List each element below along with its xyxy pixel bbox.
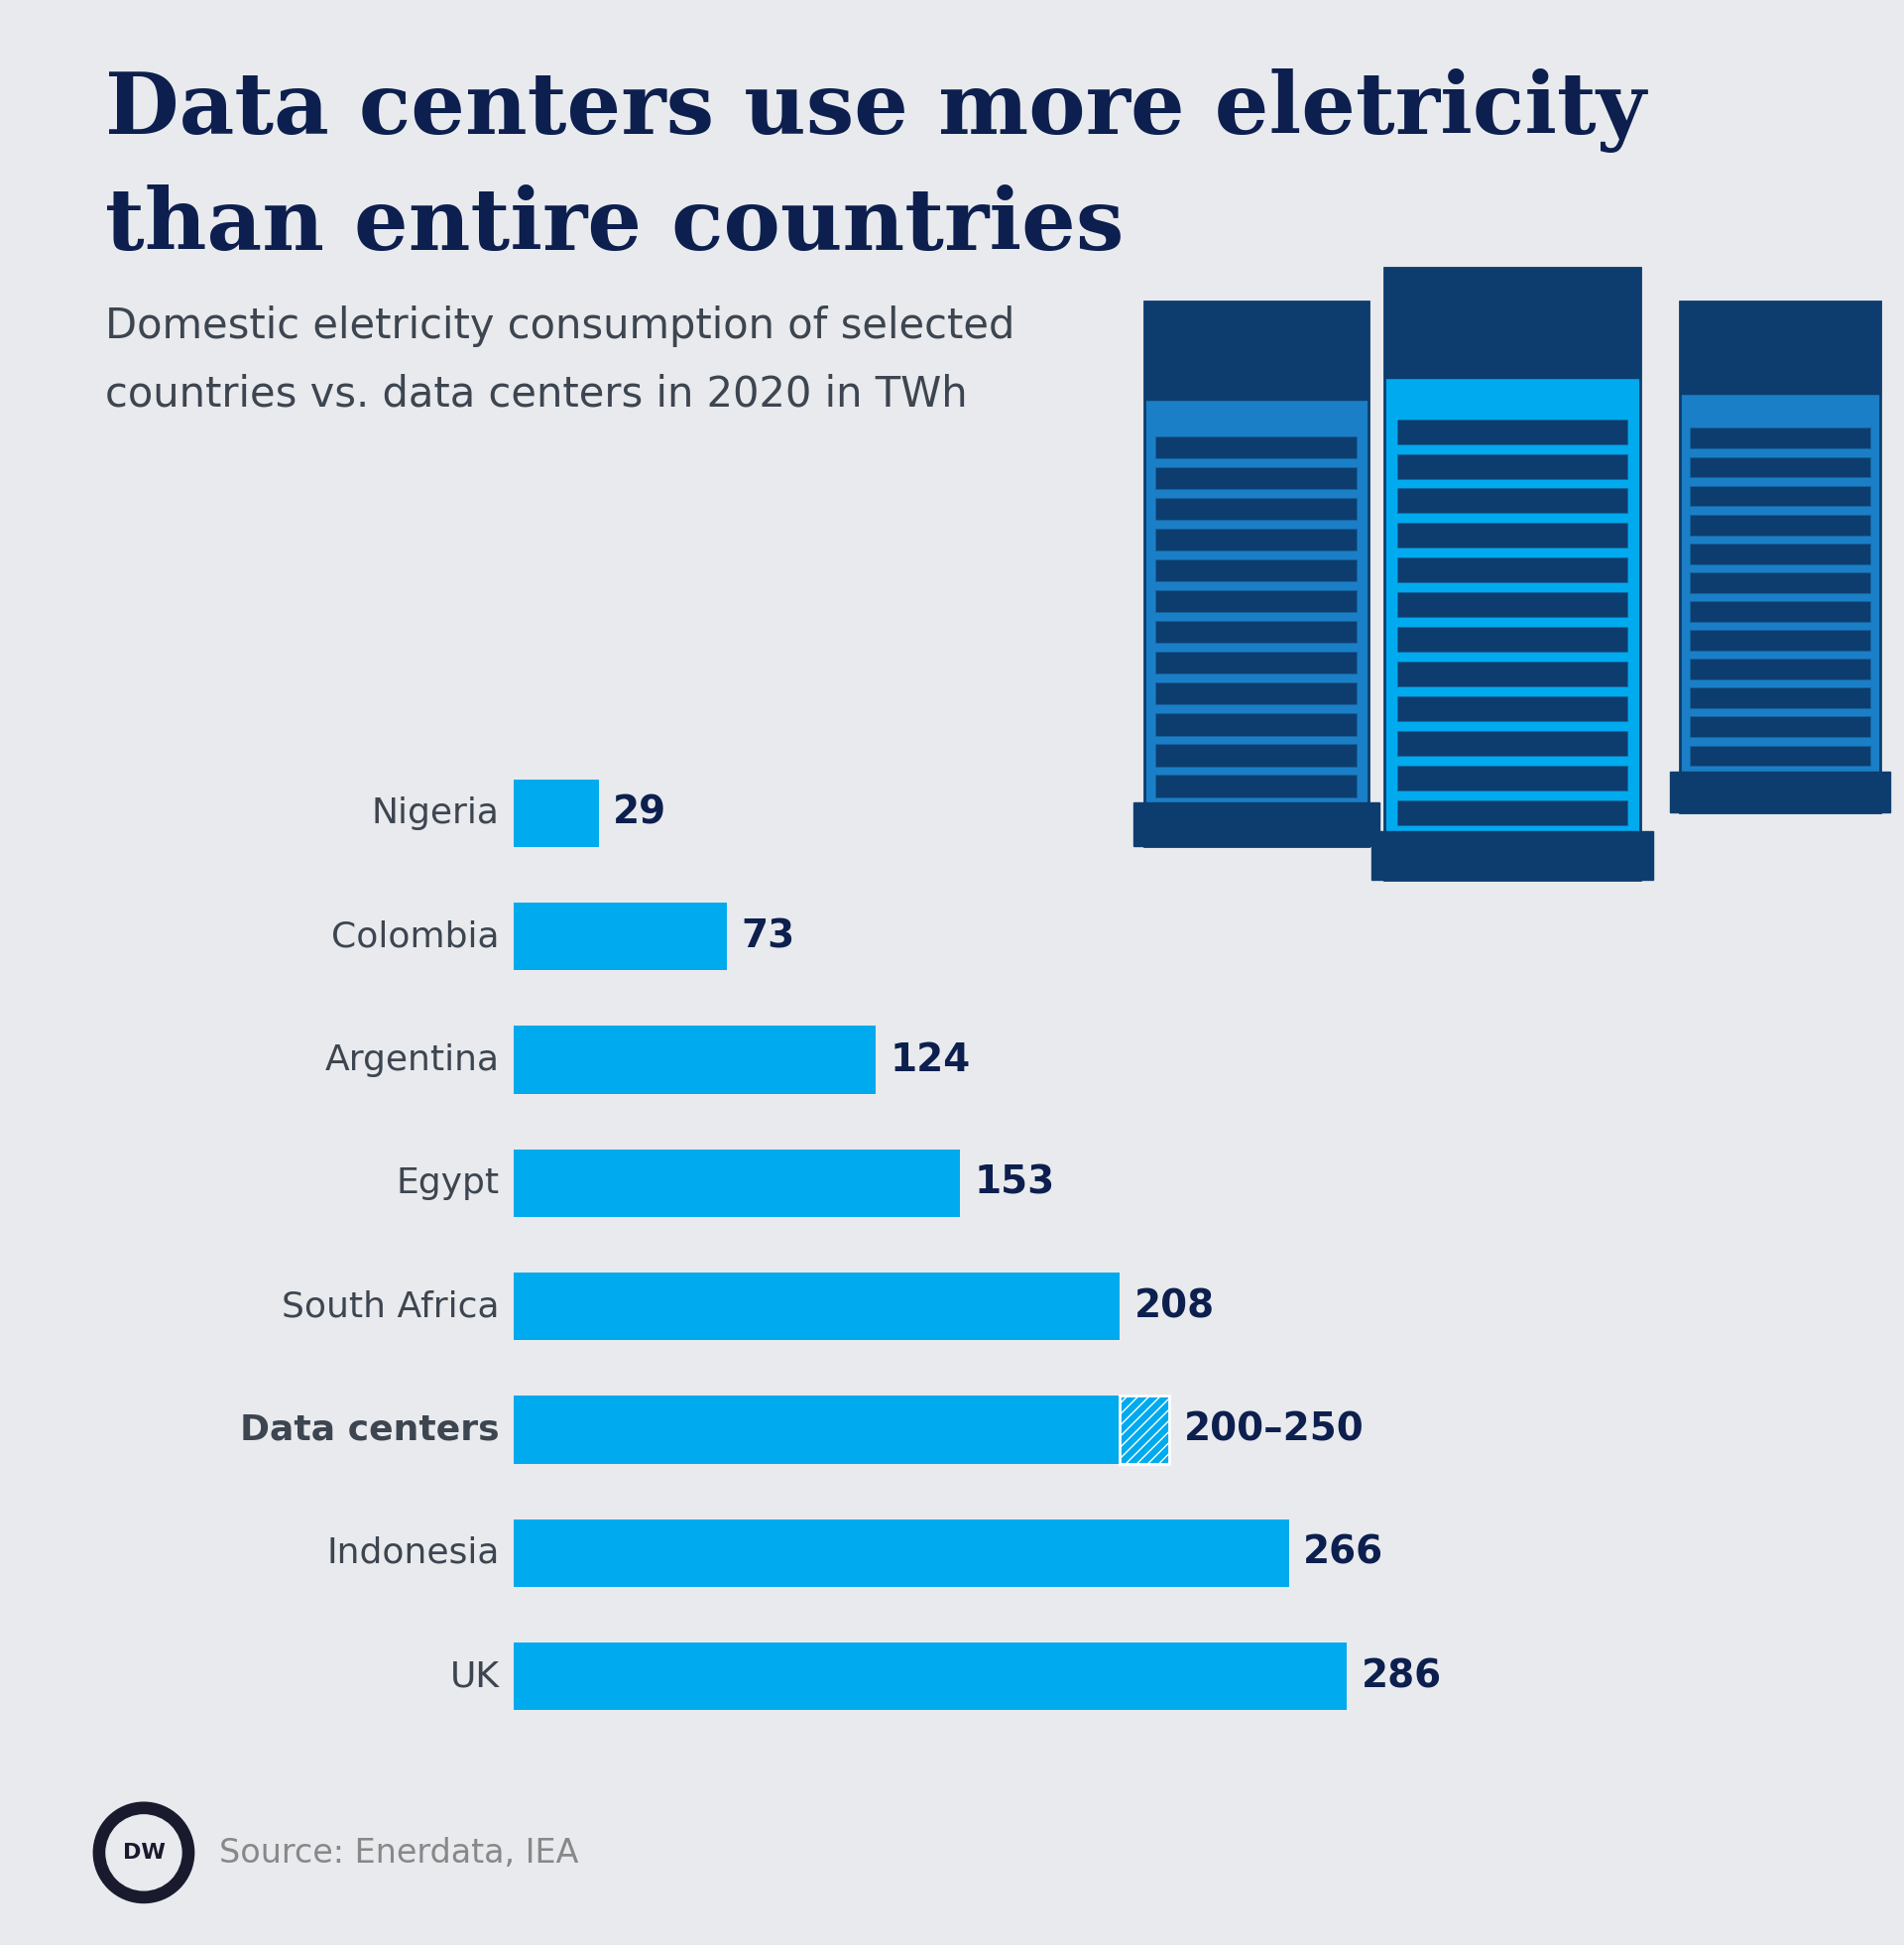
FancyBboxPatch shape (1156, 620, 1358, 644)
FancyBboxPatch shape (1398, 799, 1628, 825)
FancyBboxPatch shape (1156, 467, 1358, 488)
Text: 200–250: 200–250 (1184, 1410, 1363, 1449)
Text: 286: 286 (1361, 1657, 1441, 1696)
Text: Domestic eletricity consumption of selected: Domestic eletricity consumption of selec… (105, 305, 1015, 346)
Bar (514, 1272, 1120, 1340)
Text: Data centers: Data centers (240, 1412, 499, 1447)
Bar (514, 1519, 1289, 1587)
FancyBboxPatch shape (1156, 714, 1358, 735)
FancyBboxPatch shape (1384, 266, 1639, 879)
FancyBboxPatch shape (1384, 266, 1639, 377)
FancyBboxPatch shape (1156, 683, 1358, 704)
FancyBboxPatch shape (1691, 428, 1870, 449)
Text: 29: 29 (613, 794, 666, 832)
FancyBboxPatch shape (1156, 745, 1358, 766)
Text: South Africa: South Africa (282, 1290, 499, 1323)
FancyBboxPatch shape (1679, 301, 1879, 393)
FancyBboxPatch shape (1398, 696, 1628, 722)
Text: than entire countries: than entire countries (105, 185, 1123, 268)
FancyBboxPatch shape (1398, 593, 1628, 617)
Text: DW: DW (122, 1842, 166, 1863)
FancyBboxPatch shape (1691, 716, 1870, 737)
Text: 266: 266 (1302, 1535, 1384, 1572)
FancyBboxPatch shape (1133, 803, 1378, 846)
FancyBboxPatch shape (1398, 453, 1628, 478)
FancyBboxPatch shape (1156, 774, 1358, 797)
FancyBboxPatch shape (1398, 766, 1628, 790)
FancyBboxPatch shape (1691, 689, 1870, 708)
Bar (514, 1644, 1346, 1710)
Circle shape (93, 1803, 194, 1902)
FancyBboxPatch shape (1670, 770, 1891, 811)
FancyBboxPatch shape (1398, 488, 1628, 513)
Text: Indonesia: Indonesia (327, 1537, 499, 1570)
FancyBboxPatch shape (1691, 572, 1870, 593)
Text: Nigeria: Nigeria (371, 796, 499, 831)
FancyBboxPatch shape (1398, 731, 1628, 757)
FancyBboxPatch shape (1691, 486, 1870, 506)
Text: Source: Enerdata, IEA: Source: Enerdata, IEA (219, 1838, 579, 1869)
FancyBboxPatch shape (1691, 543, 1870, 564)
FancyBboxPatch shape (1156, 652, 1358, 673)
Bar (514, 1025, 876, 1093)
Text: 124: 124 (889, 1041, 971, 1079)
FancyBboxPatch shape (1691, 601, 1870, 622)
Text: Colombia: Colombia (331, 920, 499, 953)
Text: 73: 73 (741, 918, 796, 955)
FancyBboxPatch shape (1691, 515, 1870, 535)
FancyBboxPatch shape (1691, 659, 1870, 679)
FancyBboxPatch shape (1398, 661, 1628, 687)
Text: UK: UK (449, 1659, 499, 1694)
FancyBboxPatch shape (1156, 436, 1358, 459)
FancyBboxPatch shape (1144, 301, 1369, 399)
FancyBboxPatch shape (1679, 301, 1879, 811)
FancyBboxPatch shape (1371, 831, 1653, 879)
FancyBboxPatch shape (1398, 558, 1628, 582)
Text: countries vs. data centers in 2020 in TWh: countries vs. data centers in 2020 in TW… (105, 373, 967, 414)
Circle shape (107, 1815, 181, 1891)
Text: 208: 208 (1135, 1288, 1215, 1325)
FancyBboxPatch shape (1156, 591, 1358, 613)
Text: Egypt: Egypt (396, 1167, 499, 1200)
Text: 153: 153 (975, 1165, 1055, 1202)
FancyBboxPatch shape (1144, 301, 1369, 846)
FancyBboxPatch shape (1691, 745, 1870, 766)
Text: Data centers use more eletricity: Data centers use more eletricity (105, 68, 1645, 152)
FancyBboxPatch shape (1691, 630, 1870, 652)
Bar (1120, 1397, 1169, 1465)
FancyBboxPatch shape (1156, 560, 1358, 582)
FancyBboxPatch shape (1691, 457, 1870, 477)
FancyBboxPatch shape (1156, 529, 1358, 550)
Text: Argentina: Argentina (326, 1043, 499, 1078)
FancyBboxPatch shape (1398, 626, 1628, 652)
Bar (514, 902, 727, 971)
Bar (514, 780, 598, 846)
FancyBboxPatch shape (1156, 498, 1358, 519)
FancyBboxPatch shape (1398, 420, 1628, 443)
FancyBboxPatch shape (1398, 523, 1628, 548)
Bar (514, 1397, 1120, 1465)
Bar (514, 1149, 960, 1218)
